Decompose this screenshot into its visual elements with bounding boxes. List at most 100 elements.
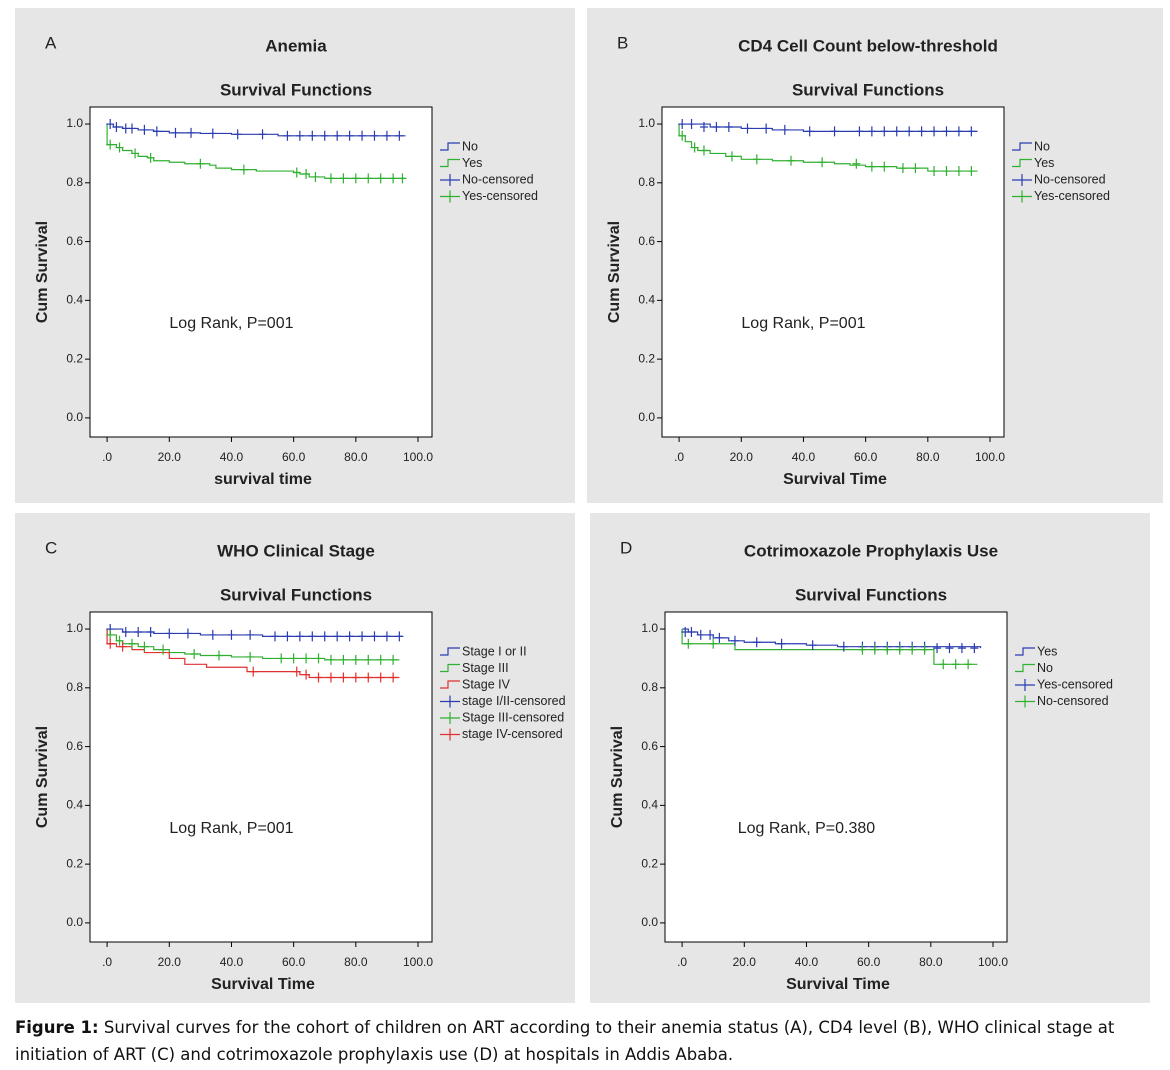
legend-symbol xyxy=(1012,174,1032,186)
legend-symbol xyxy=(440,142,460,151)
censored-mark xyxy=(895,644,904,655)
censored-mark xyxy=(358,130,367,141)
legend-symbol xyxy=(440,728,460,741)
x-tick-label: 40.0 xyxy=(795,955,819,969)
x-tick-label: 60.0 xyxy=(857,955,881,969)
censored-mark xyxy=(709,638,718,649)
censored-mark xyxy=(326,173,335,184)
censored-mark xyxy=(246,629,255,640)
y-tick-label: 0.2 xyxy=(66,351,83,365)
censored-mark xyxy=(115,142,124,153)
censored-mark xyxy=(905,126,914,137)
plot-area xyxy=(661,106,1005,438)
censored-mark xyxy=(898,163,907,174)
censored-mark xyxy=(376,173,385,184)
censored-mark xyxy=(215,650,224,661)
censored-mark xyxy=(190,649,199,660)
censored-mark xyxy=(131,148,140,159)
censored-mark xyxy=(870,644,879,655)
censored-mark xyxy=(118,641,127,652)
x-axis-label: survival time xyxy=(214,471,312,488)
censored-mark xyxy=(787,155,796,166)
y-tick-label: 0.0 xyxy=(641,915,658,929)
censored-mark xyxy=(292,167,301,178)
censored-mark xyxy=(930,166,939,177)
censored-mark xyxy=(320,130,329,141)
censored-mark xyxy=(208,629,217,640)
panel-label: D xyxy=(620,538,632,557)
censored-mark xyxy=(183,628,192,639)
chart-subtitle: Survival Functions xyxy=(792,80,944,99)
legend-symbol xyxy=(1015,663,1035,673)
panel-label: A xyxy=(45,33,57,52)
caption-text: Survival curves for the cohort of childr… xyxy=(15,1018,1115,1064)
legend-label: No-censored xyxy=(1034,172,1106,186)
legend-symbol xyxy=(440,663,460,673)
censored-mark xyxy=(839,641,848,652)
x-tick-label: 100.0 xyxy=(975,450,1005,464)
censored-mark xyxy=(678,119,687,130)
y-tick-label: 0.6 xyxy=(641,739,658,753)
legend-symbol xyxy=(1012,142,1032,151)
censored-mark xyxy=(376,654,385,665)
censored-mark xyxy=(146,152,155,163)
censored-mark xyxy=(339,672,348,683)
censored-mark xyxy=(326,672,335,683)
censored-mark xyxy=(382,130,391,141)
chart-title: Cotrimoxazole Prophylaxis Use xyxy=(744,541,998,560)
censored-mark xyxy=(855,126,864,137)
x-tick-label: 20.0 xyxy=(730,450,754,464)
x-tick-label: 40.0 xyxy=(220,955,244,969)
panel-label: B xyxy=(617,33,628,52)
censored-mark xyxy=(951,659,960,670)
y-tick-label: 0.6 xyxy=(66,739,83,753)
censored-mark xyxy=(106,139,115,150)
censored-mark xyxy=(364,173,373,184)
censored-mark xyxy=(258,129,267,140)
censored-mark xyxy=(134,626,143,637)
censored-mark xyxy=(964,659,973,670)
panel: B CD4 Cell Count below-threshold Survival … xyxy=(587,8,1163,503)
x-tick-label: 20.0 xyxy=(158,450,182,464)
y-tick-label: 0.8 xyxy=(66,175,83,189)
censored-mark xyxy=(333,130,342,141)
y-tick-label: 0.6 xyxy=(638,234,655,248)
censored-mark xyxy=(696,629,705,640)
censored-mark xyxy=(227,629,236,640)
censored-mark xyxy=(121,626,130,637)
censored-mark xyxy=(146,626,155,637)
censored-mark xyxy=(270,631,279,642)
legend-symbol xyxy=(440,680,460,689)
censored-mark xyxy=(333,631,342,642)
figure: A Anemia Survival Functions survival time Cu… xyxy=(15,8,1163,1003)
censored-mark xyxy=(239,164,248,175)
censored-mark xyxy=(106,119,115,130)
x-tick-label: 80.0 xyxy=(919,955,943,969)
annotation: Log Rank, P=001 xyxy=(741,315,865,332)
censored-mark xyxy=(165,628,174,639)
censored-mark xyxy=(140,641,149,652)
x-tick-label: .0 xyxy=(102,450,112,464)
y-axis-label: Cum Survival xyxy=(34,221,51,323)
censored-mark xyxy=(196,158,205,169)
legend-symbol xyxy=(440,695,460,708)
annotation: Log Rank, P=0.380 xyxy=(738,820,876,837)
censored-mark xyxy=(880,161,889,172)
censored-mark xyxy=(283,631,292,642)
survival-line xyxy=(682,628,982,649)
censored-mark xyxy=(140,124,149,135)
censored-mark xyxy=(106,638,115,649)
censored-mark xyxy=(289,653,298,664)
censored-mark xyxy=(762,123,771,134)
plot-area xyxy=(89,106,433,438)
survival-line xyxy=(679,123,978,132)
legend-label: Yes xyxy=(1037,644,1057,658)
x-tick-label: 20.0 xyxy=(158,955,182,969)
caption: Figure 1: Survival curves for the cohort… xyxy=(15,1014,1165,1068)
censored-mark xyxy=(706,629,715,640)
censored-mark xyxy=(382,631,391,642)
censored-mark xyxy=(942,126,951,137)
x-tick-label: 80.0 xyxy=(916,450,940,464)
x-axis-label: Survival Time xyxy=(211,976,315,993)
censored-mark xyxy=(908,644,917,655)
